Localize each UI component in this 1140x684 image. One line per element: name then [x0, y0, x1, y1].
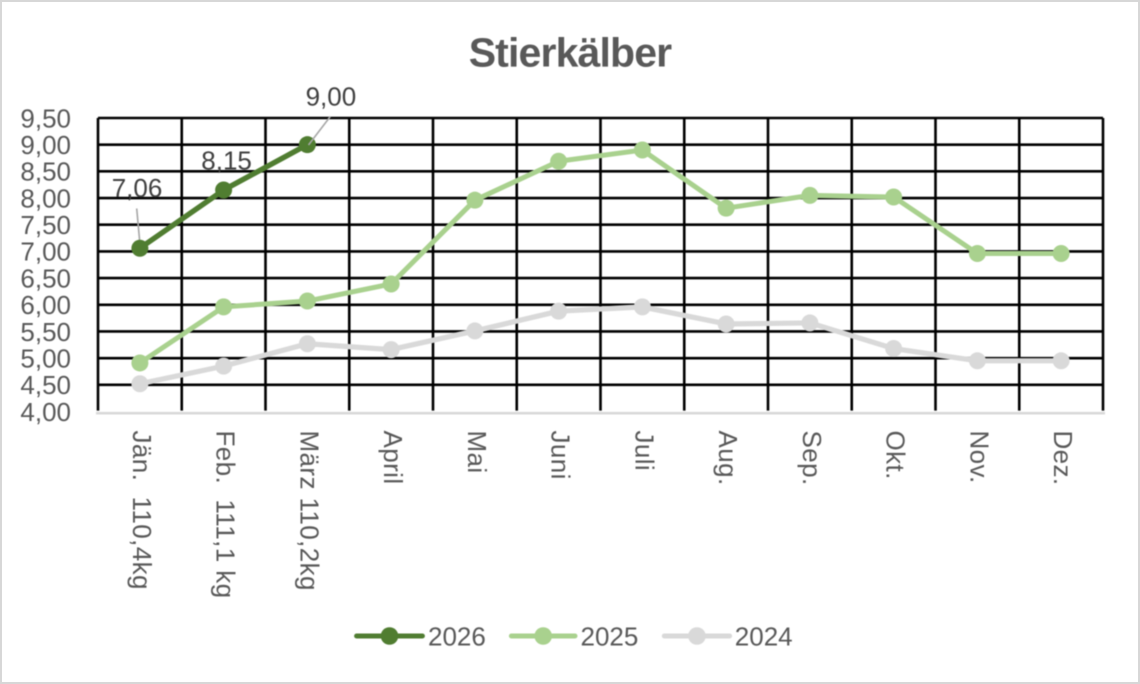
svg-text:April: April [378, 431, 408, 485]
svg-text:5,00: 5,00 [20, 343, 71, 373]
svg-text:9,50: 9,50 [20, 103, 71, 133]
svg-text:5,50: 5,50 [20, 317, 71, 347]
svg-text:2026: 2026 [428, 621, 486, 651]
svg-text:8,50: 8,50 [20, 157, 71, 187]
svg-text:7,06: 7,06 [112, 173, 163, 203]
svg-text:Juni: Juni [546, 431, 576, 480]
svg-text:2024: 2024 [735, 621, 793, 651]
svg-text:Mai: Mai [462, 431, 492, 474]
svg-text:Nov.: Nov. [964, 431, 994, 484]
svg-text:8,15: 8,15 [201, 146, 252, 176]
svg-text:9,00: 9,00 [20, 130, 71, 160]
svg-text:4,00: 4,00 [20, 397, 71, 427]
svg-text:Dez.: Dez. [1048, 431, 1078, 486]
svg-text:7,00: 7,00 [20, 237, 71, 267]
svg-text:6,00: 6,00 [20, 290, 71, 320]
svg-text:Aug.: Aug. [713, 431, 743, 486]
svg-text:4,50: 4,50 [20, 370, 71, 400]
svg-text:Jän. 110,4kg: Jän. 110,4kg [127, 431, 157, 590]
svg-text:März 110,2kg: März 110,2kg [294, 431, 324, 591]
svg-text:Okt.: Okt. [881, 431, 911, 480]
svg-text:9,00: 9,00 [306, 81, 357, 111]
svg-text:6,50: 6,50 [20, 263, 71, 293]
svg-text:Stierkälber: Stierkälber [469, 30, 672, 76]
svg-text:7,50: 7,50 [20, 210, 71, 240]
svg-text:Juli: Juli [629, 431, 659, 472]
svg-text:Sep.: Sep. [797, 431, 827, 486]
svg-text:Feb. 111,1 kg: Feb. 111,1 kg [211, 431, 241, 599]
svg-text:2025: 2025 [581, 621, 639, 651]
svg-text:8,00: 8,00 [20, 183, 71, 213]
